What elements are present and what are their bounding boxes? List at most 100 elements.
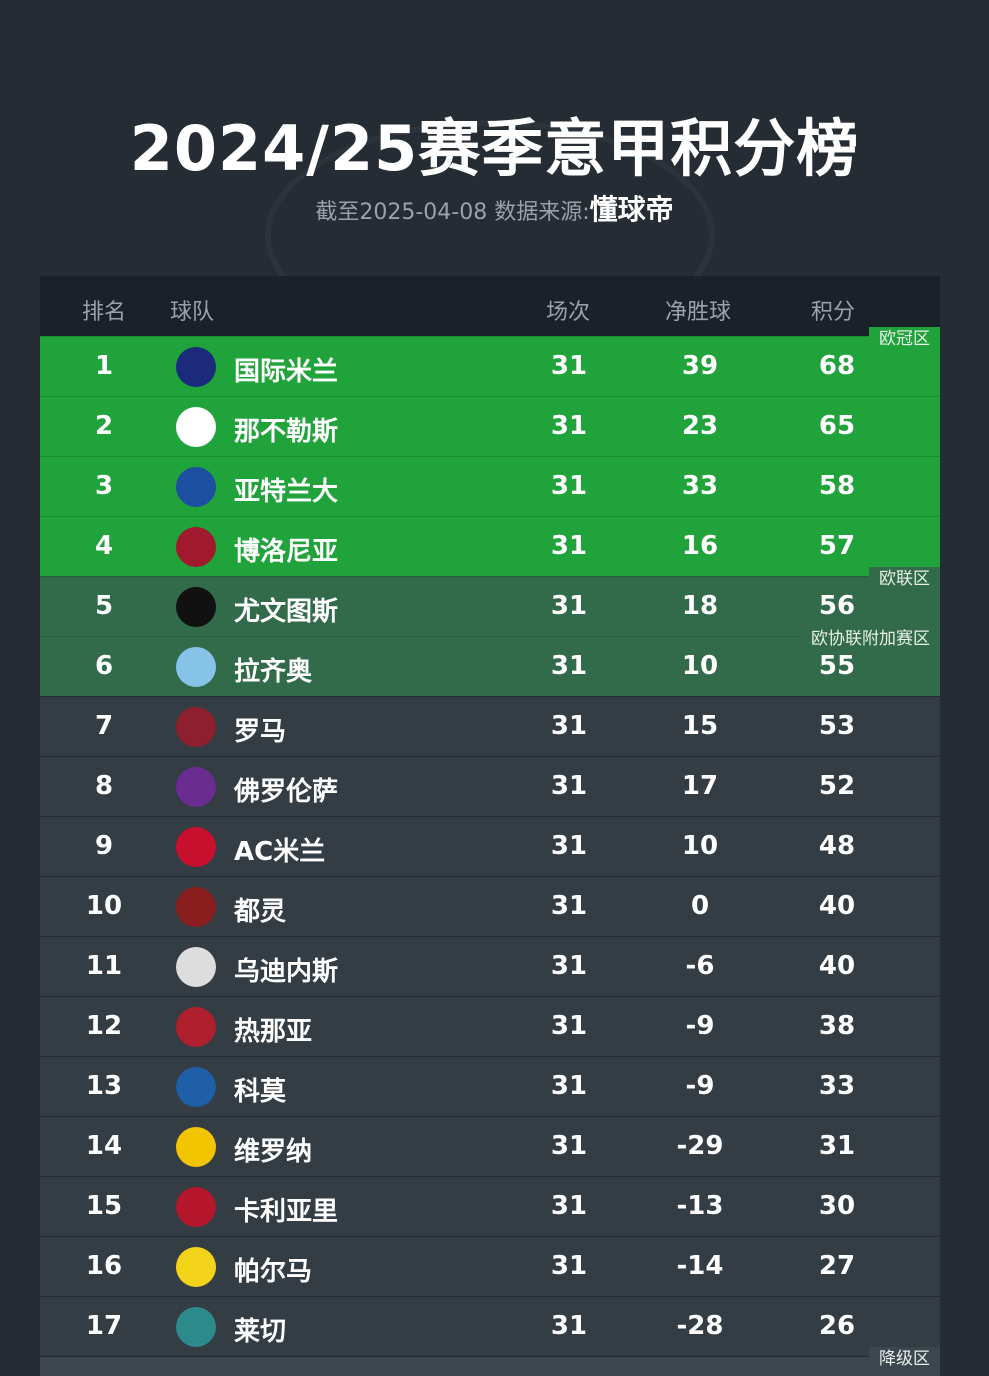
zone-label-el: 欧联区 [869,567,940,591]
played: 31 [550,951,588,981]
zone-label-relegation: 降级区 [869,1347,940,1371]
goal-difference: 18 [681,591,719,621]
played: 31 [550,1191,588,1221]
table-row[interactable]: 2 那不勒斯 31 23 65 [40,396,940,456]
table-row[interactable]: 3 亚特兰大 31 33 58 [40,456,940,516]
page-title: 2024/25赛季意甲积分榜 [129,112,860,185]
points: 52 [818,771,856,801]
milan-logo-icon [176,827,216,867]
table-row[interactable]: 17 莱切 31 -28 26 [40,1296,940,1356]
played: 31 [550,771,588,801]
team-name: 热那亚 [234,1017,313,1047]
team-name: 科莫 [234,1077,287,1107]
rank: 7 [94,711,114,741]
rank: 1 [94,351,114,381]
played: 31 [550,1131,588,1161]
table-row[interactable]: 欧联区 5 尤文图斯 31 18 56 [40,567,940,636]
source-name: 懂球帝 [589,193,674,226]
rank: 8 [94,771,114,801]
team-name: 亚特兰大 [234,477,339,507]
genoa-logo-icon [176,1007,216,1047]
goal-difference: -6 [685,951,715,981]
header-gd: 净胜球 [665,300,732,325]
goal-difference: 33 [681,471,719,501]
table-row[interactable]: 10 都灵 31 0 40 [40,876,940,936]
table-row[interactable]: 13 科莫 31 -9 33 [40,1056,940,1116]
points: 31 [818,1131,856,1161]
goal-difference: 39 [681,351,719,381]
goal-difference: 10 [681,831,719,861]
inter-logo-icon [176,347,216,387]
table-row[interactable]: 15 卡利亚里 31 -13 30 [40,1176,940,1236]
verona-logo-icon [176,1127,216,1167]
table-row[interactable]: 欧协联附加赛区 6 拉齐奥 31 10 55 [40,627,940,696]
bologna-logo-icon [176,527,216,567]
lazio-logo-icon [176,647,216,687]
zone-label-cl: 欧冠区 [869,327,940,351]
team-name: 国际米兰 [234,357,339,387]
table-row[interactable]: 7 罗马 31 15 53 [40,696,940,756]
team-name: 拉齐奥 [234,657,313,687]
table-row[interactable]: 9 AC米兰 31 10 48 [40,816,940,876]
points: 26 [818,1311,856,1341]
table-header: 排名 球队 场次 净胜球 积分 [40,276,940,336]
played: 31 [550,411,588,441]
played: 31 [550,531,588,561]
rank: 4 [94,531,114,561]
table-row-partial: 降级区 [40,1347,940,1376]
table-row[interactable]: 12 热那亚 31 -9 38 [40,996,940,1056]
played: 31 [550,1011,588,1041]
points: 30 [818,1191,856,1221]
header-points: 积分 [811,300,856,325]
udinese-logo-icon [176,947,216,987]
goal-difference: 23 [681,411,719,441]
points: 58 [818,471,856,501]
played: 31 [550,471,588,501]
rank: 6 [94,651,114,681]
rank: 15 [85,1191,123,1221]
rank: 3 [94,471,114,501]
played: 31 [550,1071,588,1101]
table-row[interactable]: 8 佛罗伦萨 31 17 52 [40,756,940,816]
como-logo-icon [176,1067,216,1107]
team-name: 罗马 [234,717,287,747]
goal-difference: 10 [681,651,719,681]
rank: 9 [94,831,114,861]
team-name: 都灵 [234,897,287,927]
points: 57 [818,531,856,561]
team-name: 那不勒斯 [234,417,339,447]
rank: 16 [85,1251,123,1281]
fiorentina-logo-icon [176,767,216,807]
lecce-logo-icon [176,1307,216,1347]
table-row[interactable]: 16 帕尔马 31 -14 27 [40,1236,940,1296]
goal-difference: -13 [676,1191,724,1221]
rank: 5 [94,591,114,621]
table-row[interactable]: 14 维罗纳 31 -29 31 [40,1116,940,1176]
table-row[interactable]: 11 乌迪内斯 31 -6 40 [40,936,940,996]
played: 31 [550,891,588,921]
header-played: 场次 [546,300,591,325]
goal-difference: 16 [681,531,719,561]
rank: 14 [85,1131,123,1161]
points: 55 [818,651,856,681]
points: 38 [818,1011,856,1041]
date-source-label: 截至2025-04-08 数据来源: [315,200,590,225]
header-rank: 排名 [82,300,127,325]
team-name: 尤文图斯 [234,597,339,627]
goal-difference: -9 [685,1011,715,1041]
zone-label-conference: 欧协联附加赛区 [801,627,940,651]
table-row[interactable]: 欧冠区 1 国际米兰 31 39 68 [40,327,940,396]
rank: 2 [94,411,114,441]
header-team: 球队 [170,300,215,325]
subtitle: 截至2025-04-08 数据来源:懂球帝 [0,188,989,228]
atalanta-logo-icon [176,467,216,507]
rank: 13 [85,1071,123,1101]
table-row[interactable]: 4 博洛尼亚 31 16 57 [40,516,940,576]
team-name: 莱切 [234,1317,287,1347]
goal-difference: -14 [676,1251,724,1281]
points: 65 [818,411,856,441]
points: 56 [818,591,856,621]
played: 31 [550,831,588,861]
played: 31 [550,651,588,681]
played: 31 [550,1311,588,1341]
